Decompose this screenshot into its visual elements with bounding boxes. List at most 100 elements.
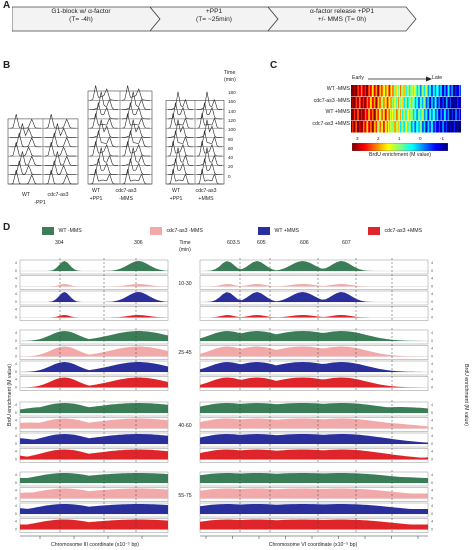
heatmap-cell <box>400 85 402 97</box>
colorbar-step <box>444 143 446 151</box>
y-tick-label: 0 <box>15 481 17 485</box>
heatmap-cell <box>363 109 365 121</box>
heatmap-cell <box>418 121 420 133</box>
heatmap-cell <box>384 121 386 133</box>
histogram-curve <box>167 113 193 129</box>
heatmap-cell <box>460 121 461 133</box>
heatmap-cell <box>442 109 444 121</box>
heatmap-cell <box>375 109 377 121</box>
heatmap-cell <box>402 85 404 97</box>
heatmap-cell <box>424 109 426 121</box>
heatmap-cell <box>357 85 359 97</box>
heatmap-cell <box>396 85 398 97</box>
heatmap-cell <box>449 85 451 97</box>
heatmap-cell <box>373 121 375 133</box>
y-tick-label: 0 <box>431 285 433 289</box>
colorbar-ticks: 3 2 1 0 -1 <box>352 136 448 142</box>
heatmap-cell <box>441 121 443 133</box>
heatmap-cell <box>357 97 359 109</box>
y-tick-label: 4 <box>431 347 433 351</box>
heatmap-cell <box>409 85 411 97</box>
panel-b-label: B <box>3 60 11 71</box>
y-tick-label: 0 <box>15 442 17 446</box>
heatmap-cell <box>391 97 393 109</box>
colorbar-step <box>388 143 390 151</box>
y-tick-label: 4 <box>431 378 433 382</box>
histogram-curve <box>167 158 193 175</box>
heatmap-cell <box>395 121 397 133</box>
heatmap-cell <box>366 121 368 133</box>
time-tick: 140 <box>228 108 236 114</box>
heatmap-cell <box>452 121 454 133</box>
early-late-arrow <box>368 76 432 82</box>
histogram-curve <box>121 119 150 138</box>
heatmap-cell <box>424 121 426 133</box>
histogram-curve <box>89 147 118 166</box>
y-tick-label: 4 <box>15 308 17 312</box>
heatmap-cell <box>447 109 449 121</box>
colorbar-step <box>446 143 448 151</box>
histogram-curve <box>121 85 150 101</box>
colorbar-step <box>367 143 369 151</box>
histogram-curve <box>196 102 222 120</box>
legend-swatch <box>150 226 162 235</box>
time-tick: 40 <box>228 155 234 161</box>
time-unit: (min) <box>224 77 236 83</box>
histogram-curve <box>45 169 76 185</box>
heatmap-cell <box>445 109 447 121</box>
heatmap-cell <box>425 121 427 133</box>
heatmap-cell <box>456 97 458 109</box>
histogram-curve <box>10 123 41 138</box>
step-1-arrow: G1-block w/ α-factor (T= -4h) <box>12 6 162 32</box>
heatmap-cell <box>450 85 452 97</box>
y-tick-label: 0 <box>431 458 433 462</box>
heatmap-cell <box>373 97 375 109</box>
heatmap-cell <box>421 109 423 121</box>
heatmap-cell <box>409 109 411 121</box>
b-cdc7-3: cdc7-as3 <box>195 188 217 194</box>
heatmap-cell <box>422 109 424 121</box>
histogram-curve <box>167 91 193 110</box>
colorbar-step <box>355 143 357 151</box>
colorbar-tick: 1 <box>398 136 401 141</box>
y-tick-label: 4 <box>15 347 17 351</box>
heatmap-cell <box>426 121 428 133</box>
y-tick-label: 4 <box>15 450 17 454</box>
heatmap-cell <box>401 97 403 109</box>
track-signal <box>20 473 168 483</box>
heatmap-cell <box>371 85 373 97</box>
heatmap-cell <box>367 85 369 97</box>
heatmap-cell <box>455 109 457 121</box>
track-signal <box>200 519 428 530</box>
heatmap-cell <box>362 85 364 97</box>
colorbar-step <box>392 143 394 151</box>
heatmap-cell <box>458 97 460 109</box>
colorbar-step <box>383 143 385 151</box>
heatmap-cell <box>377 97 379 109</box>
heatmap-cell <box>376 109 378 121</box>
heatmap-cell <box>447 85 449 97</box>
heatmap-cell <box>404 121 406 133</box>
heatmap-cell <box>427 109 429 121</box>
heatmap-cell <box>389 85 391 97</box>
heatmap-cell <box>450 97 452 109</box>
heatmap-cell <box>431 121 433 133</box>
track-signal <box>200 434 428 444</box>
y-tick-label: 0 <box>431 339 433 343</box>
heatmap-cell <box>419 97 421 109</box>
histogram-curve <box>167 147 193 166</box>
colorbar-step <box>369 143 371 151</box>
colorbar-step <box>384 143 386 151</box>
y-tick-label: 0 <box>15 458 17 462</box>
heatmap-cell <box>439 121 441 133</box>
heatmap-cell <box>411 85 413 97</box>
heatmap-cell <box>398 121 400 133</box>
b-cond-2b: -MMS <box>119 196 133 202</box>
heatmap-cell <box>386 109 388 121</box>
time-tick: 20 <box>228 164 234 170</box>
heatmap-cell <box>411 121 413 133</box>
colorbar-step <box>415 143 417 151</box>
heatmap-cell <box>448 85 450 97</box>
heatmap-cell <box>369 109 371 121</box>
colorbar-step <box>398 143 400 151</box>
